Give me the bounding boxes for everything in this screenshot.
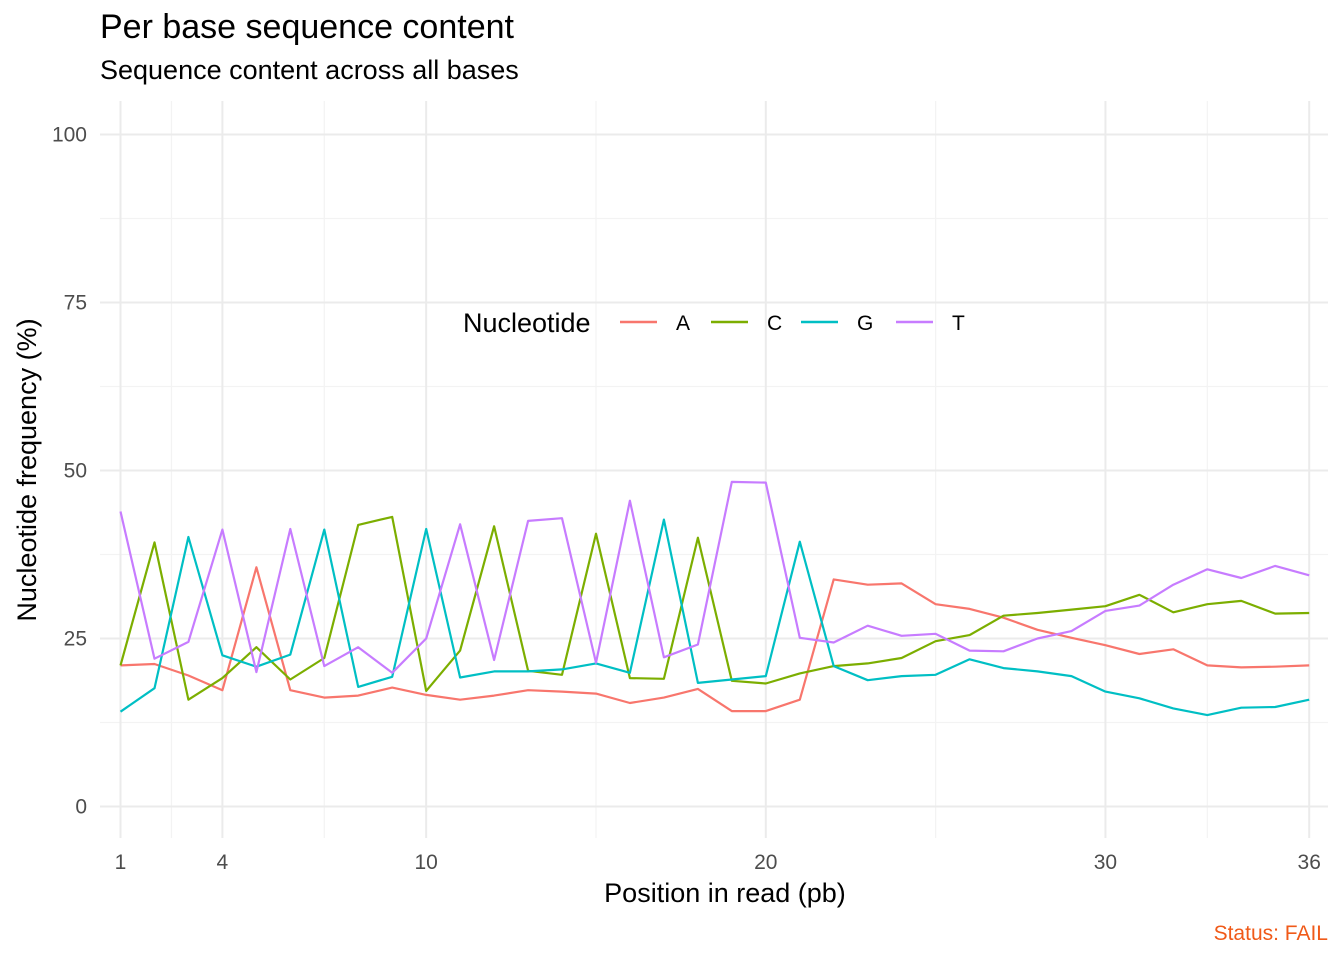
legend: Nucleotide A C G T [463, 308, 965, 338]
y-tick-label: 50 [64, 460, 87, 483]
legend-label-t: T [952, 312, 965, 335]
legend-label-a: A [676, 312, 690, 335]
x-tick-label: 1 [115, 851, 127, 874]
y-axis-ticks: 0 25 50 75 100 [52, 124, 87, 819]
x-tick-label: 30 [1094, 851, 1117, 874]
x-axis-title: Position in read (pb) [604, 878, 846, 908]
x-tick-label: 20 [754, 851, 777, 874]
chart-title: Per base sequence content [100, 8, 515, 46]
status-caption: Status: FAIL [1214, 922, 1328, 945]
series-line-c [119, 515, 1310, 701]
x-tick-label: 10 [414, 851, 437, 874]
series-line-g [119, 518, 1310, 717]
legend-label-g: G [857, 312, 873, 335]
x-tick-label: 36 [1298, 851, 1321, 874]
series-line-t [119, 480, 1310, 674]
x-axis-ticks: 1 4 10 20 30 36 [115, 851, 1321, 874]
series-lines [119, 480, 1310, 717]
legend-label-c: C [767, 312, 782, 335]
y-tick-label: 100 [52, 124, 87, 147]
chart-subtitle: Sequence content across all bases [100, 55, 519, 85]
grid [100, 101, 1328, 838]
legend-title: Nucleotide [463, 308, 591, 338]
x-tick-label: 4 [217, 851, 229, 874]
y-tick-label: 0 [75, 796, 87, 819]
y-axis-title: Nucleotide frequency (%) [12, 318, 42, 621]
y-tick-label: 75 [64, 292, 87, 315]
y-tick-label: 25 [64, 628, 87, 651]
series-line-a [120, 566, 1310, 713]
